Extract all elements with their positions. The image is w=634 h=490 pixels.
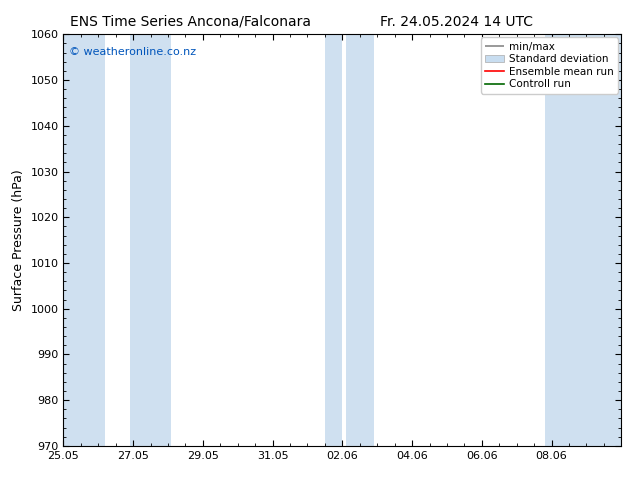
- Text: © weatheronline.co.nz: © weatheronline.co.nz: [69, 47, 196, 57]
- Bar: [325, 34, 342, 446]
- Bar: [129, 34, 171, 446]
- Y-axis label: Surface Pressure (hPa): Surface Pressure (hPa): [12, 169, 25, 311]
- Text: Fr. 24.05.2024 14 UTC: Fr. 24.05.2024 14 UTC: [380, 15, 533, 29]
- Bar: [60, 34, 105, 446]
- Text: ENS Time Series Ancona/Falconara: ENS Time Series Ancona/Falconara: [70, 15, 311, 29]
- Legend: min/max, Standard deviation, Ensemble mean run, Controll run: min/max, Standard deviation, Ensemble me…: [481, 37, 618, 94]
- Bar: [545, 34, 625, 446]
- Bar: [346, 34, 374, 446]
